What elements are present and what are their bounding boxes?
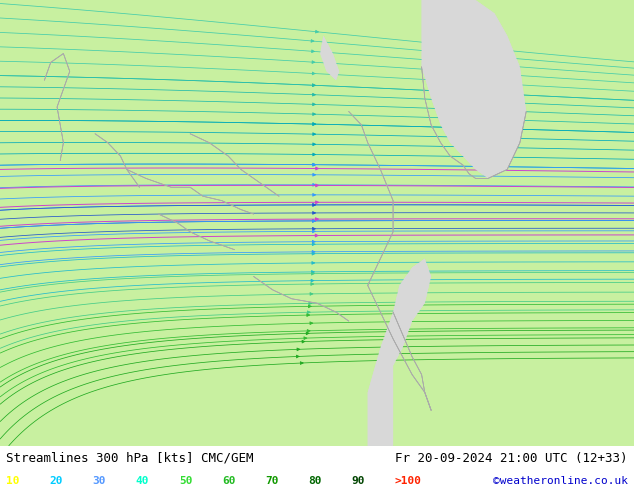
Text: 40: 40: [136, 476, 149, 486]
FancyArrowPatch shape: [313, 203, 316, 206]
FancyArrowPatch shape: [313, 220, 315, 222]
Text: 70: 70: [265, 476, 278, 486]
FancyArrowPatch shape: [302, 340, 305, 343]
FancyArrowPatch shape: [307, 329, 310, 332]
Text: 80: 80: [308, 476, 321, 486]
FancyArrowPatch shape: [313, 220, 315, 222]
FancyArrowPatch shape: [311, 50, 314, 52]
FancyArrowPatch shape: [309, 302, 312, 305]
FancyArrowPatch shape: [307, 314, 309, 317]
FancyArrowPatch shape: [313, 163, 316, 166]
FancyArrowPatch shape: [316, 201, 318, 204]
FancyArrowPatch shape: [315, 234, 318, 237]
FancyArrowPatch shape: [313, 122, 316, 125]
FancyArrowPatch shape: [297, 348, 300, 351]
Text: 20: 20: [49, 476, 63, 486]
FancyArrowPatch shape: [308, 305, 311, 308]
FancyArrowPatch shape: [312, 250, 315, 253]
FancyArrowPatch shape: [313, 72, 315, 75]
Text: 60: 60: [222, 476, 235, 486]
FancyArrowPatch shape: [313, 230, 315, 233]
Polygon shape: [422, 0, 526, 178]
Polygon shape: [320, 36, 339, 80]
FancyArrowPatch shape: [316, 184, 318, 187]
FancyArrowPatch shape: [316, 167, 318, 170]
FancyArrowPatch shape: [311, 40, 314, 42]
FancyArrowPatch shape: [306, 332, 309, 335]
FancyArrowPatch shape: [313, 113, 316, 116]
FancyArrowPatch shape: [313, 240, 315, 243]
Text: Streamlines 300 hPa [kts] CMC/GEM: Streamlines 300 hPa [kts] CMC/GEM: [6, 452, 254, 465]
FancyArrowPatch shape: [301, 362, 303, 365]
FancyArrowPatch shape: [304, 337, 307, 340]
FancyArrowPatch shape: [313, 103, 316, 106]
FancyArrowPatch shape: [313, 122, 316, 125]
FancyArrowPatch shape: [311, 283, 314, 286]
FancyArrowPatch shape: [313, 183, 316, 186]
FancyArrowPatch shape: [313, 153, 316, 156]
Text: >100: >100: [394, 476, 422, 486]
FancyArrowPatch shape: [313, 163, 316, 166]
Polygon shape: [368, 259, 431, 446]
FancyArrowPatch shape: [311, 270, 314, 273]
FancyArrowPatch shape: [311, 272, 314, 275]
Polygon shape: [422, 0, 526, 178]
FancyArrowPatch shape: [313, 227, 315, 230]
FancyArrowPatch shape: [316, 218, 318, 220]
FancyArrowPatch shape: [313, 203, 316, 206]
FancyArrowPatch shape: [312, 262, 314, 264]
FancyArrowPatch shape: [310, 293, 313, 295]
FancyArrowPatch shape: [313, 93, 315, 96]
Text: 30: 30: [93, 476, 106, 486]
FancyArrowPatch shape: [313, 173, 316, 176]
FancyArrowPatch shape: [313, 84, 315, 87]
Text: Fr 20-09-2024 21:00 UTC (12+33): Fr 20-09-2024 21:00 UTC (12+33): [395, 452, 628, 465]
Polygon shape: [320, 36, 339, 80]
FancyArrowPatch shape: [312, 61, 315, 64]
Text: 90: 90: [351, 476, 365, 486]
Polygon shape: [368, 259, 431, 446]
Text: 50: 50: [179, 476, 192, 486]
FancyArrowPatch shape: [313, 194, 316, 196]
FancyArrowPatch shape: [307, 311, 310, 314]
Text: ©weatheronline.co.uk: ©weatheronline.co.uk: [493, 476, 628, 486]
FancyArrowPatch shape: [311, 279, 314, 282]
FancyArrowPatch shape: [313, 133, 316, 136]
FancyArrowPatch shape: [313, 243, 315, 245]
FancyArrowPatch shape: [312, 252, 315, 255]
Text: 10: 10: [6, 476, 20, 486]
FancyArrowPatch shape: [310, 322, 313, 324]
FancyArrowPatch shape: [313, 84, 315, 87]
FancyArrowPatch shape: [296, 355, 299, 358]
FancyArrowPatch shape: [313, 143, 316, 146]
FancyArrowPatch shape: [316, 30, 318, 33]
FancyArrowPatch shape: [313, 212, 316, 214]
